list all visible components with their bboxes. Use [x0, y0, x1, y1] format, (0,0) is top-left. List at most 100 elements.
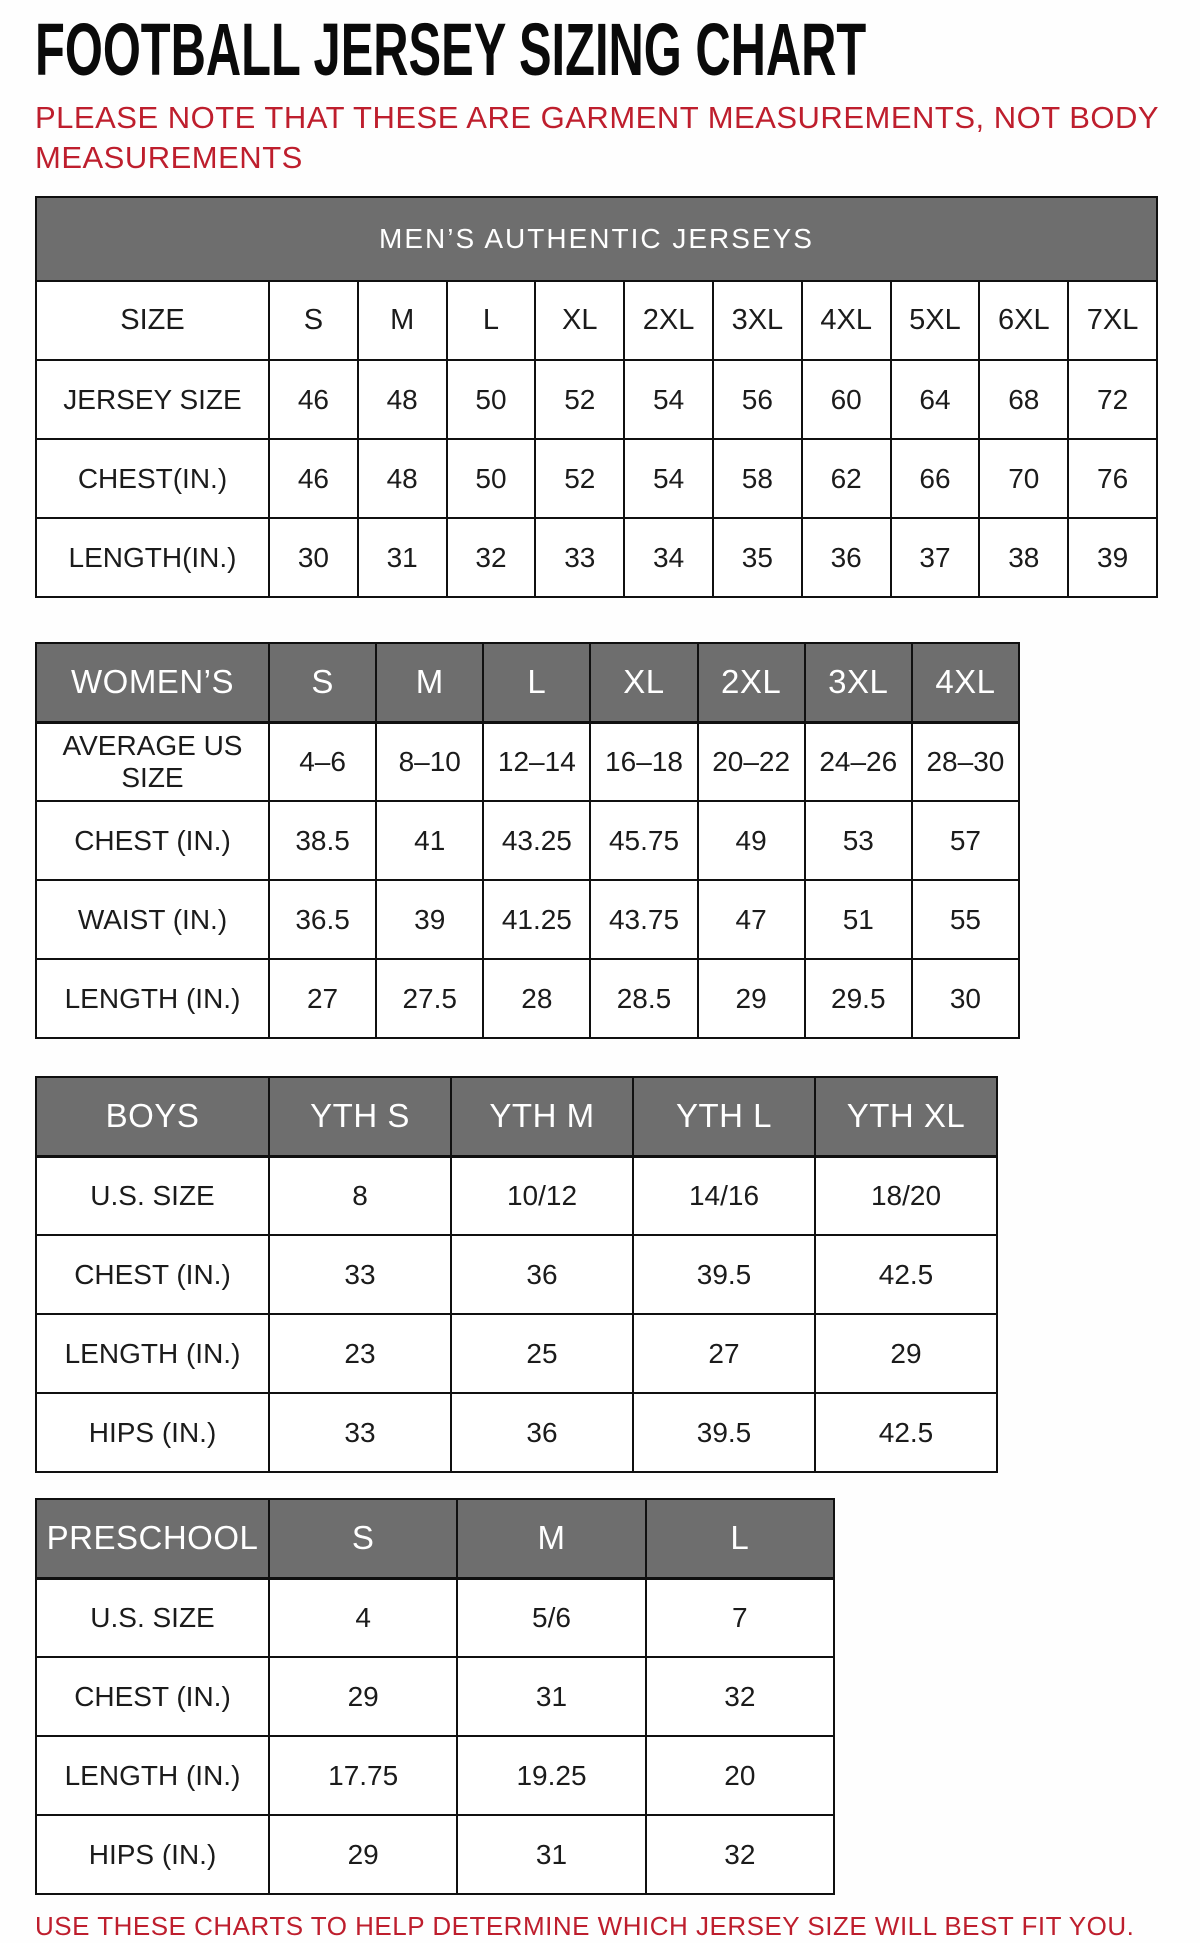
column-header-cell: 2XL [696, 642, 806, 724]
table-row: CHEST(IN.) 46 48 50 52 54 58 62 66 70 76 [35, 438, 1158, 519]
column-header-cell: YTH M [450, 1076, 634, 1158]
value-cell: 28 [482, 958, 592, 1039]
column-header-cell: L [644, 1498, 836, 1580]
table-title-cell: WOMEN’S [35, 642, 270, 724]
value-cell: 38 [978, 517, 1070, 598]
value-cell: 16–18 [589, 721, 699, 802]
value-cell: 47 [696, 879, 806, 960]
row-label-cell: HIPS (IN.) [35, 1392, 270, 1473]
column-header-cell: M [356, 280, 448, 361]
table-row: AVERAGE US SIZE 4–6 8–10 12–14 16–18 20–22 24–… [35, 721, 1021, 802]
value-cell: 27 [267, 958, 378, 1039]
row-label-cell: CHEST (IN.) [35, 800, 270, 881]
column-header-cell: 5XL [889, 280, 981, 361]
column-header-cell: M [456, 1498, 647, 1580]
column-header-cell: M [375, 642, 485, 724]
column-header-cell: L [445, 280, 537, 361]
value-cell: 7 [644, 1577, 836, 1658]
row-label-cell: U.S. SIZE [35, 1155, 270, 1236]
value-cell: 30 [910, 958, 1021, 1039]
row-label-cell: LENGTH (IN.) [35, 1735, 270, 1816]
value-cell: 32 [644, 1656, 836, 1737]
value-cell: 31 [456, 1814, 647, 1895]
value-cell: 20–22 [696, 721, 806, 802]
value-cell: 10/12 [450, 1155, 634, 1236]
table-row: HIPS (IN.) 33 36 39.5 42.5 [35, 1392, 998, 1473]
value-cell: 33 [268, 1392, 452, 1473]
table-row: WAIST (IN.) 36.5 39 41.25 43.75 47 51 55 [35, 879, 1021, 960]
value-cell: 53 [803, 800, 913, 881]
value-cell: 46 [268, 359, 359, 440]
value-cell: 41 [375, 800, 485, 881]
value-cell: 29 [696, 958, 806, 1039]
value-cell: 36 [800, 517, 892, 598]
value-cell: 39 [375, 879, 485, 960]
value-cell: 17.75 [267, 1735, 459, 1816]
row-label-cell: CHEST (IN.) [35, 1234, 270, 1315]
value-cell: 18/20 [814, 1155, 998, 1236]
column-header-cell: S [268, 280, 359, 361]
value-cell: 23 [268, 1313, 452, 1394]
value-cell: 32 [644, 1814, 836, 1895]
value-cell: 56 [711, 359, 803, 440]
column-header-cell: S [267, 642, 378, 724]
value-cell: 31 [456, 1656, 647, 1737]
garment-measurements-note: PLEASE NOTE THAT THESE ARE GARMENT MEASU… [35, 100, 1159, 175]
table-row: CHEST (IN.) 33 36 39.5 42.5 [35, 1234, 998, 1315]
table-row: LENGTH (IN.) 27 27.5 28 28.5 29 29.5 30 [35, 958, 1021, 1039]
value-cell: 39.5 [632, 1392, 816, 1473]
value-cell: 31 [356, 517, 448, 598]
preschool-table-section: PRESCHOOL S M L U.S. SIZE 4 5/6 7 CHEST (IN.) 29 3… [35, 1498, 1200, 1895]
column-header-cell: 7XL [1067, 280, 1158, 361]
column-header-cell: XL [534, 280, 626, 361]
value-cell: 33 [534, 517, 626, 598]
column-header-cell: 4XL [800, 280, 892, 361]
value-cell: 14/16 [632, 1155, 816, 1236]
value-cell: 70 [978, 438, 1070, 519]
row-label-cell: HIPS (IN.) [35, 1814, 270, 1895]
mens-table-section: MEN’S AUTHENTIC JERSEYS SIZE S M L XL 2XL 3XL 4X… [35, 196, 1200, 598]
table-title-cell: SIZE [35, 280, 270, 361]
value-cell: 52 [534, 359, 626, 440]
value-cell: 62 [800, 438, 892, 519]
value-cell: 72 [1067, 359, 1158, 440]
value-cell: 51 [803, 879, 913, 960]
value-cell: 36.5 [267, 879, 378, 960]
column-header-cell: 6XL [978, 280, 1070, 361]
value-cell: 42.5 [814, 1392, 998, 1473]
value-cell: 20 [644, 1735, 836, 1816]
value-cell: 50 [445, 438, 537, 519]
value-cell: 45.75 [589, 800, 699, 881]
value-cell: 57 [910, 800, 1021, 881]
column-header-cell: 4XL [910, 642, 1021, 724]
table-row: CHEST (IN.) 38.5 41 43.25 45.75 49 53 57 [35, 800, 1021, 881]
column-header-cell: XL [589, 642, 699, 724]
value-cell: 29 [267, 1656, 459, 1737]
value-cell: 36 [450, 1234, 634, 1315]
fit-advice-note: USE THESE CHARTS TO HELP DETERMINE WHICH… [35, 1911, 1135, 1941]
table-title-cell: BOYS [35, 1076, 270, 1158]
row-label-cell: AVERAGE US SIZE [35, 721, 270, 802]
value-cell: 30 [268, 517, 359, 598]
table-title-cell: PRESCHOOL [35, 1498, 270, 1580]
value-cell: 29 [814, 1313, 998, 1394]
womens-table-section: WOMEN’S S M L XL 2XL 3XL 4XL AVERAGE US SIZE 4–6 8… [35, 642, 1200, 1039]
column-header-cell: 3XL [803, 642, 913, 724]
row-label-cell: U.S. SIZE [35, 1577, 270, 1658]
row-label-cell: JERSEY SIZE [35, 359, 270, 440]
column-header-cell: YTH S [268, 1076, 452, 1158]
row-label-cell: LENGTH (IN.) [35, 1313, 270, 1394]
value-cell: 4 [267, 1577, 459, 1658]
value-cell: 48 [356, 438, 448, 519]
value-cell: 41.25 [482, 879, 592, 960]
value-cell: 43.25 [482, 800, 592, 881]
value-cell: 49 [696, 800, 806, 881]
value-cell: 54 [623, 359, 714, 440]
value-cell: 27 [632, 1313, 816, 1394]
womens-table: WOMEN’S S M L XL 2XL 3XL 4XL AVERAGE US SIZE 4–6 8… [35, 642, 1021, 1039]
value-cell: 29.5 [803, 958, 913, 1039]
table-row: LENGTH(IN.) 30 31 32 33 34 35 36 37 38 39 [35, 517, 1158, 598]
value-cell: 34 [623, 517, 714, 598]
table-row: U.S. SIZE 4 5/6 7 [35, 1577, 836, 1658]
